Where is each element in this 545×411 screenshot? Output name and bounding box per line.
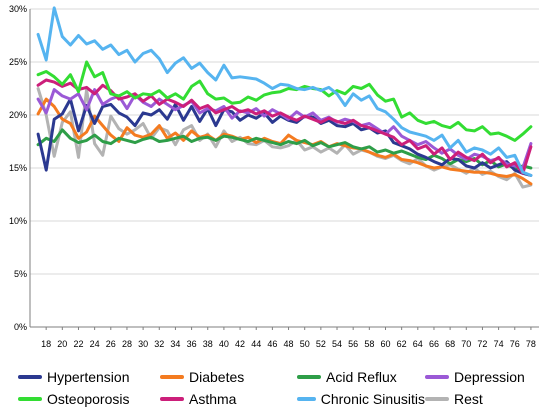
x-tick-label: 60 — [380, 339, 390, 349]
x-tick-label: 72 — [477, 339, 487, 349]
legend-row: Osteoporosis Asthma Chronic Sinusitis Rest — [18, 388, 538, 410]
legend-label: Hypertension — [47, 369, 130, 385]
x-tick-label: 38 — [203, 339, 213, 349]
legend: Hypertension Diabetes Acid Reflux Depressio… — [18, 366, 538, 410]
x-tick-label: 28 — [122, 339, 132, 349]
x-axis-tick-labels: 18 20 22 24 26 28 30 32 34 36 38 40 42 44 46 48 50 52 54 56… — [41, 327, 536, 349]
y-tick-label: 20% — [9, 110, 27, 120]
legend-item-chronic-sinusitis: Chronic Sinusitis — [297, 391, 425, 407]
x-tick-label: 58 — [364, 339, 374, 349]
x-tick-label: 36 — [187, 339, 197, 349]
x-tick-label: 32 — [154, 339, 164, 349]
x-tick-label: 50 — [300, 339, 310, 349]
legend-item-asthma: Asthma — [160, 391, 297, 407]
legend-item-acid-reflux: Acid Reflux — [297, 369, 425, 385]
legend-swatch — [297, 375, 321, 379]
x-tick-label: 30 — [138, 339, 148, 349]
x-tick-label: 20 — [57, 339, 67, 349]
x-tick-label: 52 — [316, 339, 326, 349]
legend-swatch — [425, 397, 449, 401]
x-tick-label: 76 — [510, 339, 520, 349]
x-tick-label: 68 — [445, 339, 455, 349]
legend-row: Hypertension Diabetes Acid Reflux Depressio… — [18, 366, 538, 388]
y-axis-tick-labels: 0% 5% 10% 15% 20% 25% 30% — [9, 4, 27, 332]
series-line-chronic-sinusitis — [36, 6, 533, 177]
legend-label: Osteoporosis — [47, 391, 130, 407]
legend-swatch — [18, 397, 42, 401]
x-tick-label: 24 — [90, 339, 100, 349]
legend-item-diabetes: Diabetes — [160, 369, 297, 385]
series-line-asthma — [36, 78, 533, 175]
x-tick-label: 62 — [397, 339, 407, 349]
y-tick-label: 15% — [9, 163, 27, 173]
series-line-acid-reflux — [36, 128, 533, 171]
y-tick-label: 5% — [14, 269, 27, 279]
x-tick-label: 74 — [494, 339, 504, 349]
x-tick-label: 70 — [461, 339, 471, 349]
legend-swatch — [160, 375, 184, 379]
legend-label: Asthma — [189, 391, 237, 407]
x-tick-label: 54 — [332, 339, 342, 349]
x-tick-label: 56 — [348, 339, 358, 349]
legend-item-osteoporosis: Osteoporosis — [18, 391, 160, 407]
x-tick-label: 42 — [235, 339, 245, 349]
line-chart: 0% 5% 10% 15% 20% 25% 30% 18 20 22 24 26 28 30 32 34 36… — [9, 4, 539, 349]
legend-item-rest: Rest — [425, 391, 538, 407]
legend-swatch — [18, 375, 42, 379]
gridlines — [29, 8, 539, 328]
y-tick-label: 30% — [9, 4, 27, 14]
x-tick-label: 40 — [219, 339, 229, 349]
series-line-osteoporosis — [36, 60, 533, 142]
x-tick-label: 18 — [41, 339, 51, 349]
legend-label: Chronic Sinusitis — [320, 391, 425, 407]
y-tick-label: 10% — [9, 216, 27, 226]
legend-item-depression: Depression — [425, 369, 538, 385]
x-tick-label: 46 — [267, 339, 277, 349]
x-tick-label: 44 — [251, 339, 261, 349]
x-tick-label: 34 — [170, 339, 180, 349]
series-line-depression — [36, 88, 533, 170]
legend-label: Depression — [454, 369, 525, 385]
legend-swatch — [297, 397, 316, 401]
x-tick-label: 26 — [106, 339, 116, 349]
legend-label: Rest — [454, 391, 483, 407]
series-line-rest — [36, 87, 533, 189]
x-tick-label: 48 — [284, 339, 294, 349]
series-lines — [36, 6, 533, 189]
y-tick-label: 25% — [9, 57, 27, 67]
legend-label: Diabetes — [189, 369, 245, 385]
x-tick-label: 64 — [413, 339, 423, 349]
legend-label: Acid Reflux — [326, 369, 397, 385]
x-tick-label: 66 — [429, 339, 439, 349]
legend-item-hypertension: Hypertension — [18, 369, 160, 385]
x-tick-label: 78 — [526, 339, 536, 349]
y-tick-label: 0% — [14, 322, 27, 332]
legend-swatch — [160, 397, 184, 401]
x-tick-label: 22 — [73, 339, 83, 349]
legend-swatch — [425, 375, 449, 379]
